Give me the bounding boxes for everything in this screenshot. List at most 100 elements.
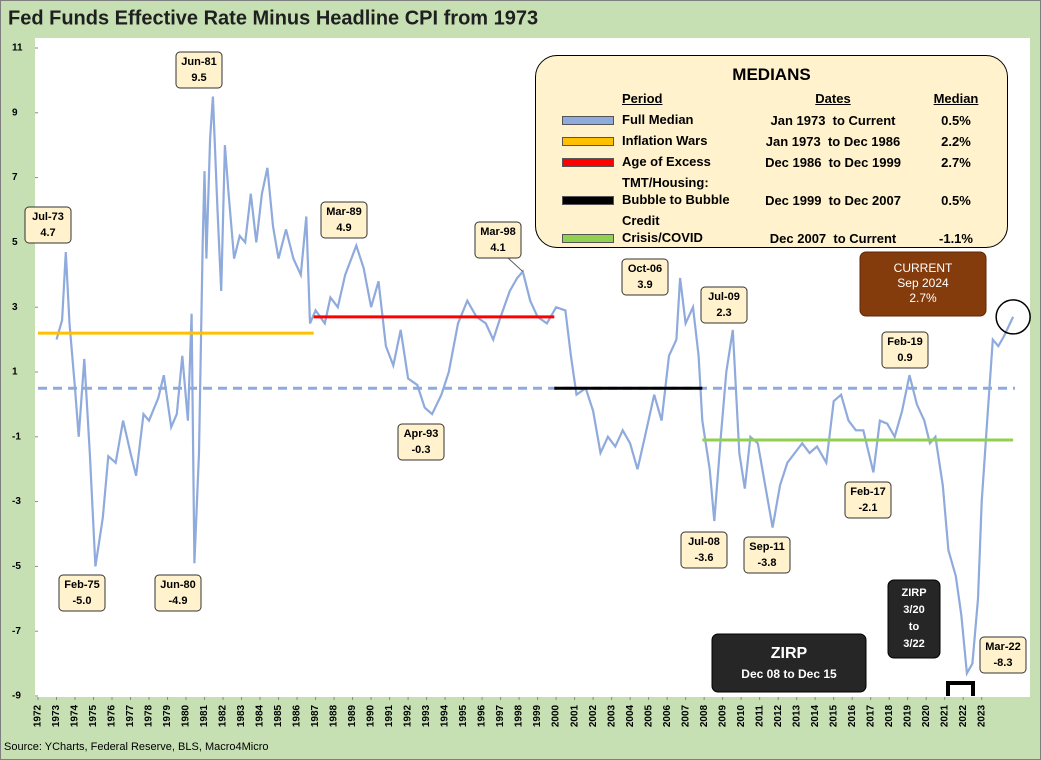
x-tick-label: 1974 (70, 704, 81, 727)
legend-median: 2.7% (941, 155, 971, 170)
legend-swatch-cell (558, 210, 618, 248)
legend-row: Inflation Wars Jan 1973 to Dec 1986 2.2% (558, 130, 990, 151)
callout-box (680, 531, 728, 569)
y-tick-label: -1 (12, 431, 21, 442)
x-tick-label: 2010 (736, 704, 747, 727)
current-box (859, 251, 987, 317)
legend-swatch (562, 196, 614, 205)
callout-label: Oct-06 (628, 263, 662, 275)
x-tick-label: 1993 (421, 704, 432, 727)
x-tick-label: 1972 (33, 704, 44, 727)
callout-box (175, 51, 223, 89)
callout-label: Mar-22 (985, 641, 1020, 653)
zirp-text: ZIRP (771, 645, 808, 662)
callout-label: Jun-81 (181, 56, 216, 68)
callout-value: -3.6 (695, 552, 714, 564)
callout-box (24, 206, 72, 244)
legend-swatch-cell (558, 172, 618, 210)
x-tick-label: 1995 (458, 704, 469, 727)
legend-name: Age of Excess (622, 154, 711, 169)
callout-box (881, 331, 929, 369)
y-tick-label: -5 (12, 561, 21, 572)
x-tick-label: 2004 (625, 704, 636, 727)
x-tick-label: 1999 (532, 704, 543, 727)
zirp-text: 3/20 (903, 604, 924, 616)
callout-value: -8.3 (994, 657, 1013, 669)
callout-box (700, 286, 748, 324)
legend-median: 2.2% (941, 134, 971, 149)
legend-row: TMT/Housing: Bubble to Bubble Dec 1999 to… (558, 172, 990, 210)
callout-value: -5.0 (73, 595, 92, 607)
callout-value: 4.7 (40, 227, 55, 239)
callout-label: Mar-89 (326, 206, 361, 218)
callout-box (154, 574, 202, 612)
legend-name: Inflation Wars (622, 133, 708, 148)
callout-value: 0.9 (897, 352, 912, 364)
callout-value: -4.9 (169, 595, 188, 607)
callout-label: Jul-73 (32, 211, 64, 223)
callout-box (844, 481, 892, 519)
x-tick-label: 1994 (440, 704, 451, 727)
callout-label: Feb-17 (850, 486, 885, 498)
legend-name: Full Median (622, 112, 694, 127)
callout-box (979, 636, 1027, 674)
legend-swatch-cell (558, 151, 618, 172)
callout-value: 2.3 (716, 307, 731, 319)
legend-median: 0.5% (941, 193, 971, 208)
legend-dates: Dec 1986 to Dec 1999 (765, 155, 901, 170)
data-line (55, 96, 1015, 677)
x-tick-label: 1983 (236, 704, 247, 727)
x-tick-label: 1987 (310, 704, 321, 727)
leader-line (507, 257, 524, 272)
x-tick-label: 1979 (162, 704, 173, 727)
legend-row: Credit Crisis/COVID Dec 2007 to Current -1… (558, 210, 990, 248)
legend-swatch (562, 234, 614, 243)
x-tick-label: 2011 (754, 705, 765, 727)
x-tick-label: 2002 (588, 704, 599, 727)
x-tick-label: 2001 (569, 704, 580, 727)
callout-value: 4.1 (490, 242, 505, 254)
x-tick-label: 2023 (976, 704, 987, 727)
x-tick-label: 2012 (773, 704, 784, 727)
current-text: CURRENT (894, 261, 953, 275)
x-tick-label: 1996 (477, 704, 488, 727)
zirp-bracket (946, 681, 975, 696)
x-tick-label: 2015 (828, 704, 839, 727)
legend-row: Full Median Jan 1973 to Current 0.5% (558, 109, 990, 130)
x-tick-label: 1985 (273, 704, 284, 727)
legend-title: MEDIANS (732, 65, 811, 84)
x-tick-label: 1976 (107, 704, 118, 727)
y-tick-label: 9 (12, 107, 18, 118)
current-circle (995, 299, 1031, 335)
source-note: Source: YCharts, Federal Reserve, BLS, M… (4, 741, 269, 753)
callout-value: -3.8 (758, 557, 777, 569)
callout-label: Mar-98 (480, 226, 515, 238)
callout-label: Jul-09 (708, 291, 740, 303)
legend-dates: Jan 1973 to Dec 1986 (765, 134, 901, 149)
legend-dates: Jan 1973 to Current (770, 113, 896, 128)
chart-title: Fed Funds Effective Rate Minus Headline … (8, 7, 538, 29)
legend-median: -1.1% (939, 231, 973, 246)
y-tick-label: -3 (12, 496, 21, 507)
x-tick-label: 1981 (199, 704, 210, 727)
x-tick-label: 1980 (181, 704, 192, 727)
x-tick-label: 1998 (514, 704, 525, 727)
x-tick-label: 1984 (255, 704, 266, 727)
x-tick-label: 2019 (902, 704, 913, 727)
y-tick-label: 11 (12, 43, 23, 54)
callout-box (397, 423, 445, 461)
callout-box (58, 574, 106, 612)
y-tick-label: 3 (12, 302, 18, 313)
x-tick-label: 2018 (884, 704, 895, 727)
x-tick-label: 1990 (366, 704, 377, 727)
x-tick-label: 1988 (329, 704, 340, 727)
x-tick-label: 2006 (662, 704, 673, 727)
x-tick-label: 2021 (939, 704, 950, 727)
legend-header-cell (558, 91, 618, 109)
x-tick-label: 1977 (125, 704, 136, 727)
legend-header-cell: Median (933, 91, 979, 106)
x-tick-label: 2016 (847, 704, 858, 727)
x-tick-label: 1986 (292, 704, 303, 727)
